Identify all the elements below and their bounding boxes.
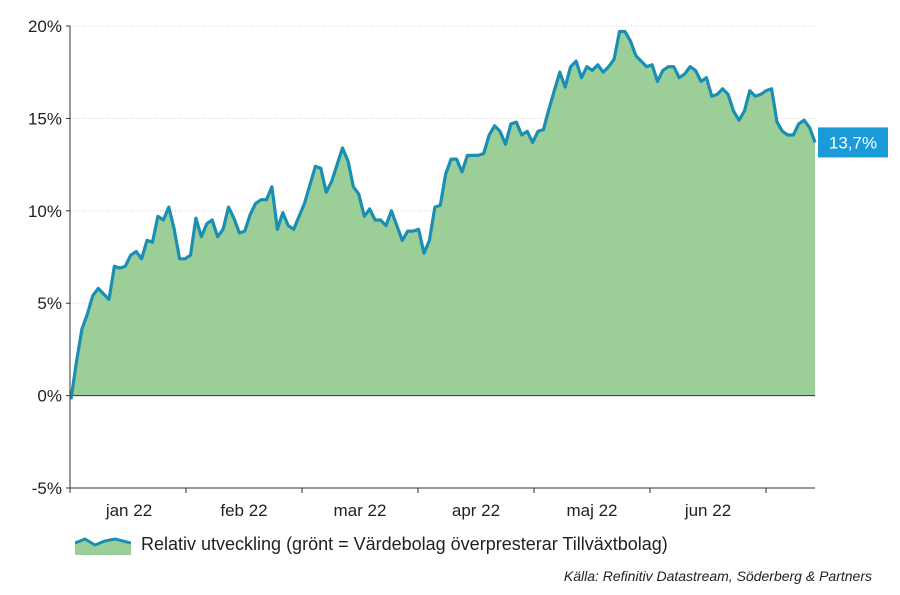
- x-tick-label: jun 22: [684, 501, 731, 520]
- end-value-badge-bg: [818, 127, 888, 158]
- x-axis-ticks: jan 22 feb 22 mar 22 apr 22 maj 22 jun 22: [69, 488, 767, 520]
- y-tick-label: 0%: [37, 387, 62, 406]
- y-tick-label: 20%: [28, 17, 62, 36]
- end-value-badge: 13,7%: [818, 127, 888, 158]
- x-tick-label: jan 22: [105, 501, 152, 520]
- x-tick-label: maj 22: [566, 501, 617, 520]
- series-line: [69, 29, 817, 400]
- y-tick-label: 15%: [28, 109, 62, 128]
- legend-label: Relativ utveckling (grönt = Värdebolag ö…: [141, 533, 668, 554]
- chart: -5% 0% 5% 10% 15% 20% jan 22 feb 22 mar 22 apr 2…: [28, 17, 888, 520]
- end-value-text: 13,7%: [829, 133, 877, 152]
- x-tick-label: feb 22: [220, 501, 267, 520]
- y-tick-label: 10%: [28, 202, 62, 221]
- x-tick-label: mar 22: [334, 501, 387, 520]
- y-tick-label: 5%: [37, 294, 62, 313]
- legend: Relativ utveckling (grönt = Värdebolag ö…: [75, 533, 668, 555]
- axes: [69, 26, 815, 489]
- y-tick-label: -5%: [32, 479, 62, 498]
- y-axis-ticks: -5% 0% 5% 10% 15% 20%: [28, 17, 70, 498]
- source-note: Källa: Refinitiv Datastream, Söderberg &…: [563, 568, 872, 584]
- legend-swatch: [75, 537, 131, 555]
- x-tick-label: apr 22: [452, 501, 500, 520]
- area-fill: [71, 31, 815, 400]
